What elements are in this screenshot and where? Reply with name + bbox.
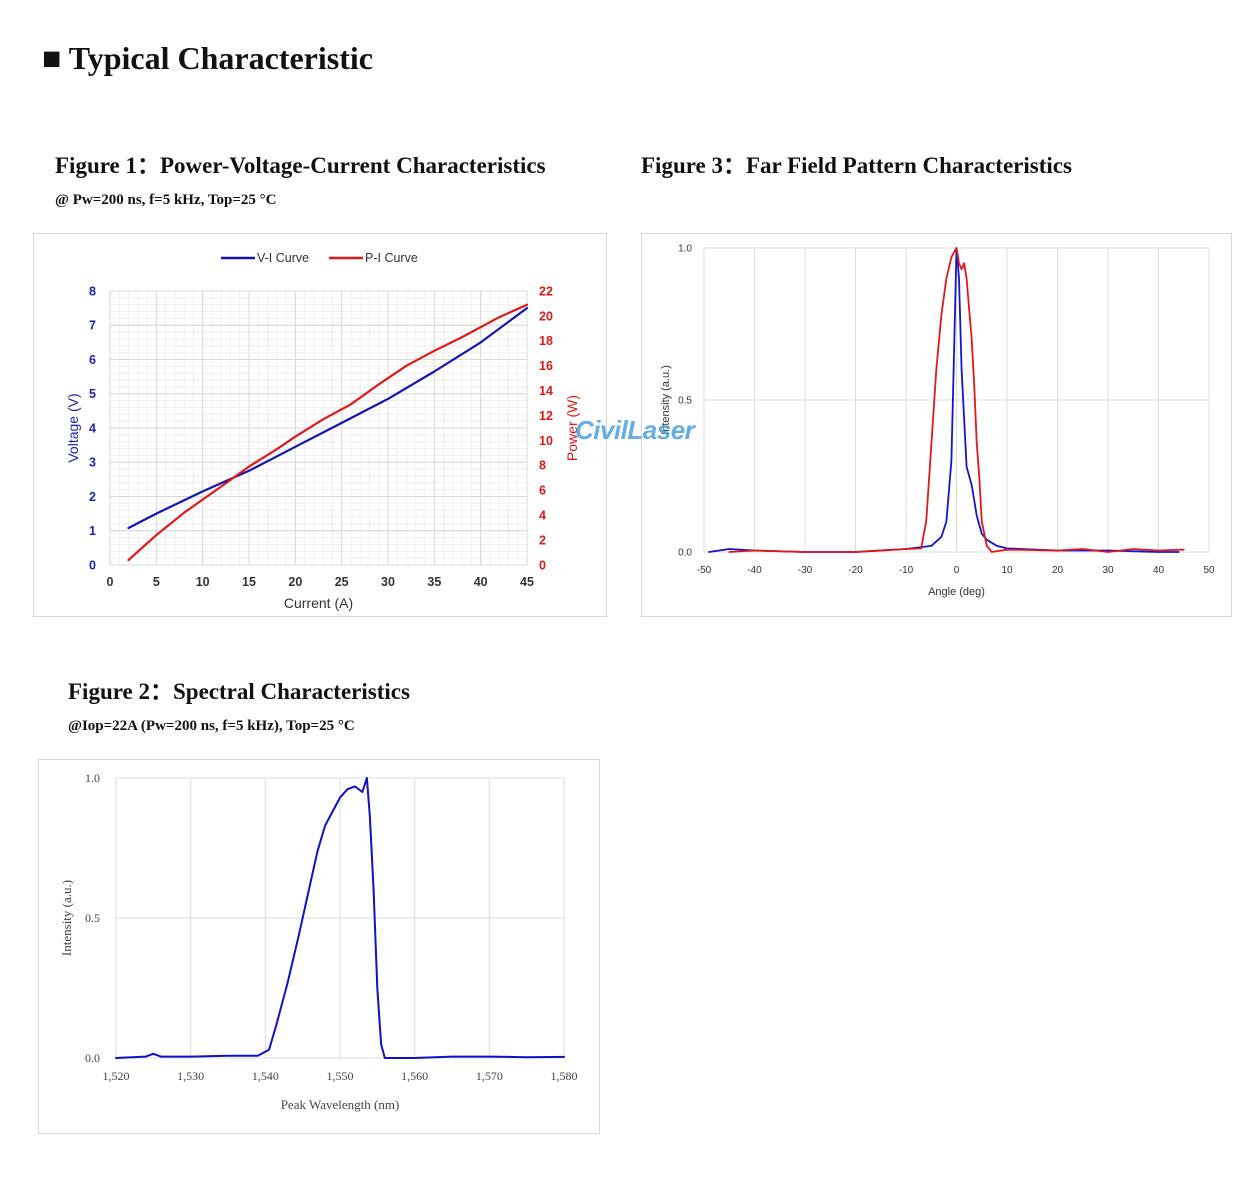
figure-2-title: Figure 2：Spectral Characteristics (68, 679, 410, 704)
x-tick-label: 45 (520, 575, 534, 589)
series-line-1 (127, 307, 529, 530)
figure-1-chart: 0 5 10 15 20 25 30 35 40 450123456780246810121416… (65, 251, 580, 611)
legend-label-1: V-I Curve (257, 251, 309, 265)
y-tick-label: 2 (89, 490, 96, 504)
x-tick-label: 0 (107, 575, 114, 589)
x-tick-label: 15 (242, 575, 256, 589)
figure-1-chart-panel: 0 5 10 15 20 25 30 35 40 45 0 1 2 3 4 5 6 7 8 0 2 4 6 8 10 12 14 16… (33, 233, 607, 617)
x-tick-label: -10 (899, 565, 914, 576)
x-tick-label: 30 (1102, 565, 1114, 576)
x-tick-label: 10 (196, 575, 210, 589)
y-tick-label: 1.0 (85, 771, 100, 785)
x-tick-label: 30 (381, 575, 395, 589)
y-tick-label: 5 (89, 387, 96, 401)
y-tick-label: 7 (89, 319, 96, 333)
y-tick-label: 1.0 (678, 244, 692, 255)
y-tick-label: 0.0 (678, 548, 692, 559)
figure-1-title: Figure 1：Power-Voltage-Current Character… (55, 153, 546, 178)
y2-tick-label: 12 (539, 409, 553, 423)
plot-area (115, 777, 565, 1059)
x-tick-label: 1,560 (401, 1069, 428, 1083)
x-axis-title: Angle (deg) (928, 586, 985, 598)
x-tick-label: -30 (798, 565, 813, 576)
y2-tick-label: 22 (539, 284, 553, 298)
x-tick-label: -20 (848, 565, 863, 576)
x-tick-label: 35 (427, 575, 441, 589)
x-tick-label: 0 (954, 565, 960, 576)
figure-3-chart-panel: -50 -40 -30 -20 -10 0 10 20 30 40 50 0.0 0.5 1.0 Angle… (641, 233, 1232, 617)
x-tick-label: 25 (335, 575, 349, 589)
y-tick-label: 0.5 (678, 396, 692, 407)
x-axis-title: Peak Wavelength (nm) (281, 1097, 400, 1112)
x-tick-label: 40 (474, 575, 488, 589)
figure-3-chart: -50 -40 -30 -20 -10 0 10 20 30 40 50 0.0 0.5 1.0 Angle… (660, 244, 1215, 599)
figure-1-subtitle: @ Pw=200 ns, f=5 kHz, Top=25 °C (55, 192, 277, 208)
y2-tick-label: 18 (539, 334, 553, 348)
x-tick-label: 1,540 (252, 1069, 279, 1083)
x-tick-label: -40 (747, 565, 762, 576)
y-tick-label: 3 (89, 456, 96, 470)
x-tick-label: 20 (288, 575, 302, 589)
series-line-1 (115, 777, 565, 1059)
series-line-2 (127, 303, 529, 562)
x-tick-label: 20 (1052, 565, 1064, 576)
figure-2-subtitle: @Iop=22A (Pw=200 ns, f=5 kHz), Top=25 °C (68, 718, 355, 734)
y2-tick-label: 4 (539, 509, 546, 523)
y-tick-label: 8 (89, 284, 96, 298)
y2-tick-label: 8 (539, 459, 546, 473)
x-tick-label: 40 (1153, 565, 1165, 576)
y2-axis-title: Power (W) (564, 395, 580, 461)
figure-3-title: Figure 3：Far Field Pattern Characteristi… (641, 153, 1072, 178)
y2-tick-label: 20 (539, 309, 553, 323)
x-tick-label: 50 (1203, 565, 1215, 576)
legend-label-2: P-I Curve (365, 251, 418, 265)
figure-2-chart-panel: 1,520 1,530 1,540 1,550 1,560 1,570 1,580 0.0 0.… (38, 759, 600, 1134)
y-tick-label: 0.5 (85, 911, 100, 925)
page-heading: ■ Typical Characteristic (42, 40, 373, 76)
x-tick-label: 1,530 (177, 1069, 204, 1083)
y-axis-title: Voltage (V) (65, 393, 81, 462)
watermark-logo: CivilLaser (575, 415, 695, 445)
y-axis-title: Intensity (a.u.) (59, 880, 74, 956)
x-axis-title: Current (A) (284, 595, 353, 611)
y-tick-label: 0 (89, 558, 96, 572)
y2-tick-label: 2 (539, 533, 546, 547)
y-axis-title: Intensity (a.u.) (660, 365, 672, 435)
plot-area (109, 290, 528, 566)
y-tick-label: 1 (89, 524, 96, 538)
y2-tick-label: 14 (539, 384, 553, 398)
x-tick-label: 1,570 (476, 1069, 503, 1083)
y-tick-label: 4 (89, 421, 96, 435)
series-line-2 (728, 247, 1185, 553)
x-tick-label: -50 (697, 565, 712, 576)
y2-tick-label: 0 (539, 558, 546, 572)
y-tick-label: 6 (89, 353, 96, 367)
x-tick-label: 5 (153, 575, 160, 589)
y2-tick-label: 10 (539, 434, 553, 448)
figure-2-chart: 1,520 1,530 1,540 1,550 1,560 1,570 1,580 0.0 0.… (59, 771, 578, 1112)
y2-tick-label: 6 (539, 484, 546, 498)
x-tick-label: 1,550 (327, 1069, 354, 1083)
x-tick-label: 1,520 (103, 1069, 130, 1083)
y-tick-label: 0.0 (85, 1051, 100, 1065)
x-tick-label: 10 (1001, 565, 1013, 576)
y2-tick-label: 16 (539, 359, 553, 373)
x-tick-label: 1,580 (551, 1069, 578, 1083)
